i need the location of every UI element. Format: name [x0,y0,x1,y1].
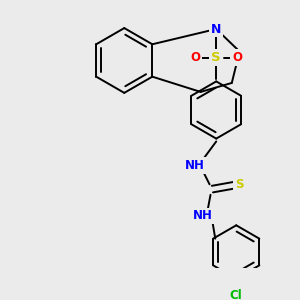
Text: NH: NH [185,159,205,172]
Text: O: O [190,51,200,64]
Text: S: S [212,51,221,64]
Text: S: S [235,178,243,191]
Text: Cl: Cl [230,289,243,300]
Text: O: O [232,51,242,64]
Text: NH: NH [193,209,213,222]
Text: N: N [211,22,221,35]
